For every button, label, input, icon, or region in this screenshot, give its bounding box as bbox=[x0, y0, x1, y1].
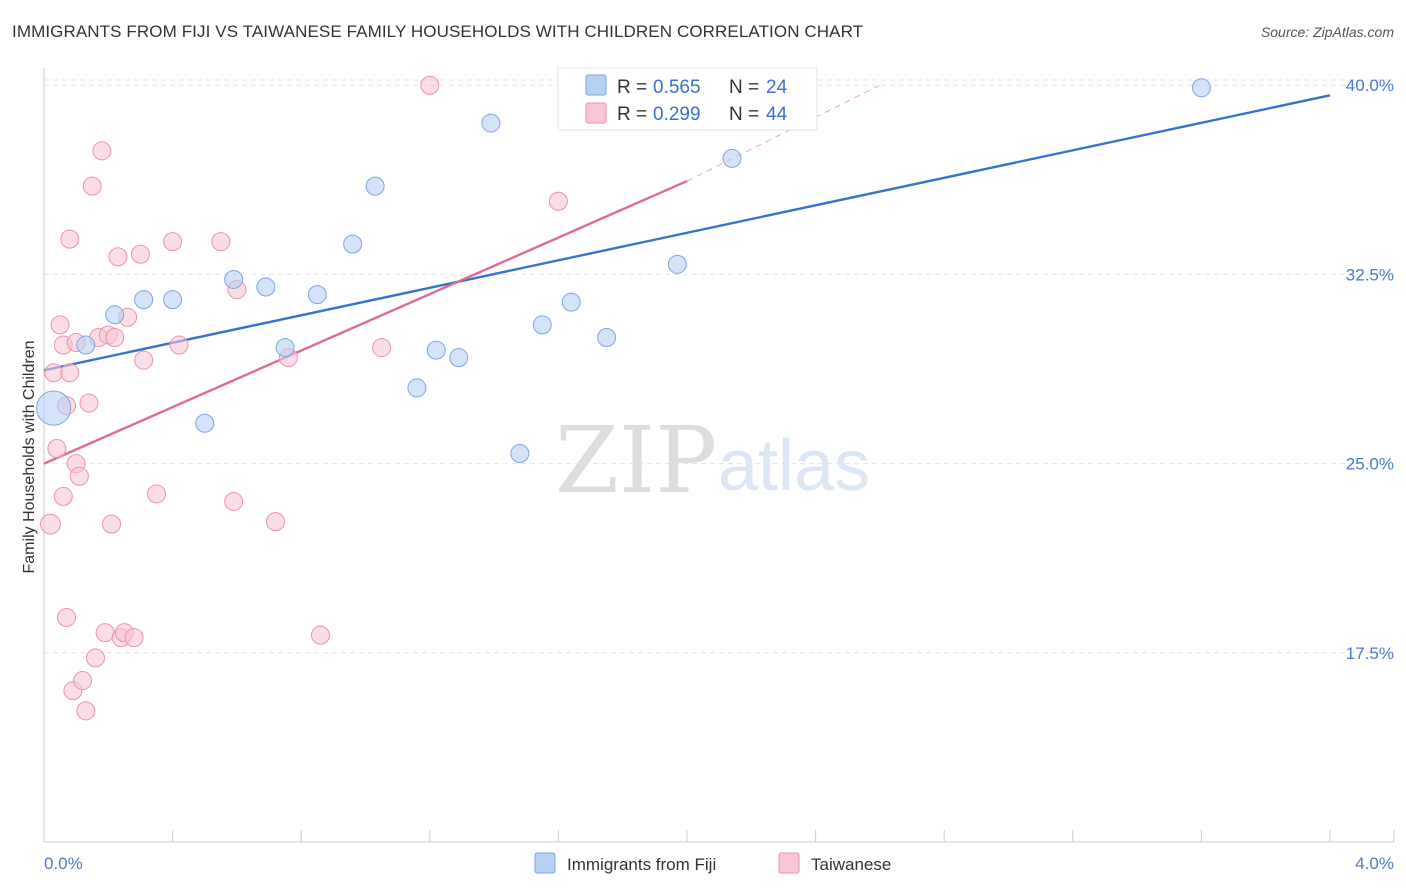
y-tick-label: 32.5% bbox=[1346, 265, 1394, 284]
fiji-point bbox=[597, 327, 617, 347]
fiji-trend-line bbox=[43, 94, 1331, 372]
legend-fiji-n-value: 24 bbox=[766, 77, 788, 98]
legend-fiji-n-label: N = bbox=[729, 77, 759, 98]
fiji-point bbox=[163, 290, 183, 310]
taiwanese-point bbox=[163, 232, 183, 252]
taiwanese-point bbox=[224, 491, 244, 511]
fiji-point bbox=[510, 444, 530, 464]
y-tick-labels: 17.5% 25.0% 32.5% 40.0% bbox=[1346, 76, 1394, 663]
fiji-point bbox=[722, 148, 742, 168]
fiji-point bbox=[307, 285, 327, 305]
taiwanese-point bbox=[60, 363, 80, 383]
fiji-point bbox=[256, 277, 276, 297]
legend-taiwanese-r-value: 0.299 bbox=[653, 104, 701, 125]
taiwanese-point bbox=[372, 338, 392, 358]
taiwanese-point bbox=[102, 514, 122, 534]
taiwanese-point bbox=[92, 141, 112, 161]
y-tick-label: 17.5% bbox=[1346, 644, 1394, 663]
taiwanese-point bbox=[420, 75, 440, 95]
fiji-point bbox=[343, 234, 363, 254]
series-legend: Immigrants from Fiji Taiwanese bbox=[534, 852, 891, 874]
y-tick-label: 25.0% bbox=[1346, 455, 1394, 474]
taiwanese-trend-extension bbox=[686, 84, 881, 182]
taiwanese-point bbox=[130, 244, 150, 264]
fiji-point bbox=[667, 254, 687, 274]
taiwanese-point bbox=[47, 438, 67, 458]
taiwanese-point bbox=[169, 335, 189, 355]
taiwanese-point bbox=[95, 623, 115, 643]
fiji-point bbox=[224, 269, 244, 289]
watermark-atlas: atlas bbox=[718, 426, 870, 506]
taiwanese-point bbox=[76, 701, 96, 721]
taiwanese-point bbox=[265, 512, 285, 532]
taiwanese-point bbox=[79, 393, 99, 413]
taiwanese-point bbox=[73, 671, 93, 691]
fiji-point bbox=[365, 176, 385, 196]
taiwanese-point bbox=[69, 466, 89, 486]
fiji-point bbox=[1191, 78, 1211, 98]
fiji-point bbox=[275, 338, 295, 358]
taiwanese-point bbox=[53, 486, 73, 506]
fiji-point bbox=[76, 335, 96, 355]
taiwanese-point bbox=[124, 628, 144, 648]
legend-swatch-taiwanese bbox=[585, 102, 607, 124]
legend-taiwanese-n-value: 44 bbox=[766, 104, 788, 125]
taiwanese-point bbox=[57, 607, 77, 627]
series-legend-swatch-fiji bbox=[534, 852, 556, 874]
data-points bbox=[36, 75, 1211, 721]
legend-fiji-r-label: R = bbox=[617, 77, 647, 98]
fiji-point bbox=[426, 340, 446, 360]
x-tick-label-max: 4.0% bbox=[1355, 854, 1394, 873]
fiji-point bbox=[449, 348, 469, 368]
watermark: ZIP atlas bbox=[555, 407, 870, 514]
source-label: Source: ZipAtlas.com bbox=[1260, 24, 1394, 40]
taiwanese-point bbox=[147, 484, 167, 504]
taiwanese-point bbox=[85, 648, 105, 668]
y-axis-label: Family Households with Children bbox=[21, 341, 38, 574]
taiwanese-point bbox=[40, 513, 61, 535]
stats-legend: R = 0.565 N = 24 R = 0.299 N = 44 bbox=[557, 67, 818, 131]
fiji-point bbox=[407, 378, 427, 398]
x-tick-label-min: 0.0% bbox=[44, 854, 83, 873]
fiji-point bbox=[195, 413, 215, 433]
fiji-point bbox=[561, 292, 581, 312]
taiwanese-point bbox=[108, 247, 128, 267]
axes bbox=[43, 68, 1395, 843]
series-legend-label-fiji: Immigrants from Fiji bbox=[567, 855, 716, 874]
taiwanese-point bbox=[211, 232, 231, 252]
fiji-point bbox=[134, 290, 154, 310]
legend-fiji-r-value: 0.565 bbox=[653, 77, 701, 98]
legend-taiwanese-r-label: R = bbox=[617, 104, 647, 125]
fiji-point bbox=[481, 113, 501, 133]
series-legend-label-taiwanese: Taiwanese bbox=[811, 855, 891, 874]
taiwanese-point bbox=[50, 315, 70, 335]
series-legend-swatch-taiwanese bbox=[778, 852, 800, 874]
taiwanese-point bbox=[548, 191, 568, 211]
gridlines bbox=[44, 79, 1394, 654]
trend-lines bbox=[43, 84, 1331, 465]
taiwanese-point bbox=[82, 176, 102, 196]
legend-swatch-fiji bbox=[585, 74, 607, 96]
taiwanese-point bbox=[60, 229, 80, 249]
taiwanese-point bbox=[44, 363, 64, 383]
watermark-zip: ZIP bbox=[555, 407, 717, 514]
chart-title: IMMIGRANTS FROM FIJI VS TAIWANESE FAMILY… bbox=[12, 22, 864, 41]
fiji-point bbox=[105, 305, 125, 325]
fiji-point bbox=[36, 390, 72, 426]
legend-taiwanese-n-label: N = bbox=[729, 104, 759, 125]
taiwanese-point bbox=[134, 350, 154, 370]
y-tick-label: 40.0% bbox=[1346, 76, 1394, 95]
taiwanese-trend-line bbox=[43, 179, 688, 465]
taiwanese-point bbox=[310, 625, 330, 645]
fiji-point bbox=[532, 315, 552, 335]
taiwanese-point bbox=[105, 327, 125, 347]
